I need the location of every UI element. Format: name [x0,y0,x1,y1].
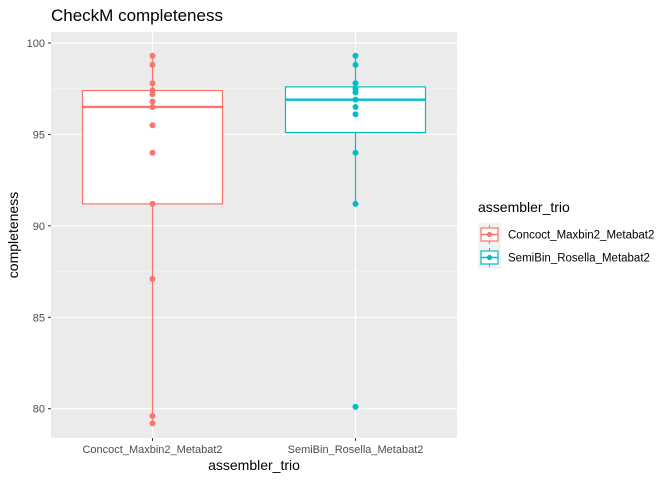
data-point [352,61,359,68]
data-point [352,149,359,156]
data-point [352,52,359,59]
chart-title: CheckM completeness [51,6,223,25]
points-layer [149,52,359,427]
data-point [149,149,156,156]
y-axis-title: completeness [5,192,21,278]
y-tick-label: 85 [33,312,45,324]
data-point [352,89,359,96]
data-point [352,200,359,207]
data-point [149,52,156,59]
legend-key [478,223,501,246]
data-point [149,103,156,110]
data-point [149,420,156,427]
y-axis-ticks: 80 85 90 95 100 [27,38,51,416]
legend: assembler_trio Concoct_Maxbin2_Metabat2 S… [478,199,654,269]
legend-key [478,246,501,269]
y-tick-label: 95 [33,129,45,141]
data-point [149,200,156,207]
data-point [352,80,359,87]
data-point [352,111,359,118]
legend-label: Concoct_Maxbin2_Metabat2 [508,230,654,242]
legend-point [486,231,493,238]
data-point [149,80,156,87]
data-point [352,403,359,410]
data-point [149,91,156,98]
x-axis-title: assembler_trio [208,457,300,473]
legend-title: assembler_trio [478,199,570,215]
data-point [149,275,156,282]
data-point [352,103,359,110]
data-point [149,98,156,105]
y-tick-label: 80 [33,404,45,416]
x-tick-label: SemiBin_Rosella_Metabat2 [288,444,424,456]
y-tick-label: 90 [33,221,45,233]
data-point [149,122,156,129]
data-point [352,96,359,103]
x-tick-label: Concoct_Maxbin2_Metabat2 [82,444,222,456]
legend-label: SemiBin_Rosella_Metabat2 [508,253,650,265]
legend-point [486,254,493,261]
data-point [149,61,156,68]
y-tick-label: 100 [27,38,45,50]
data-point [149,413,156,420]
x-axis-ticks: Concoct_Maxbin2_Metabat2 SemiBin_Rosella_… [82,438,423,456]
